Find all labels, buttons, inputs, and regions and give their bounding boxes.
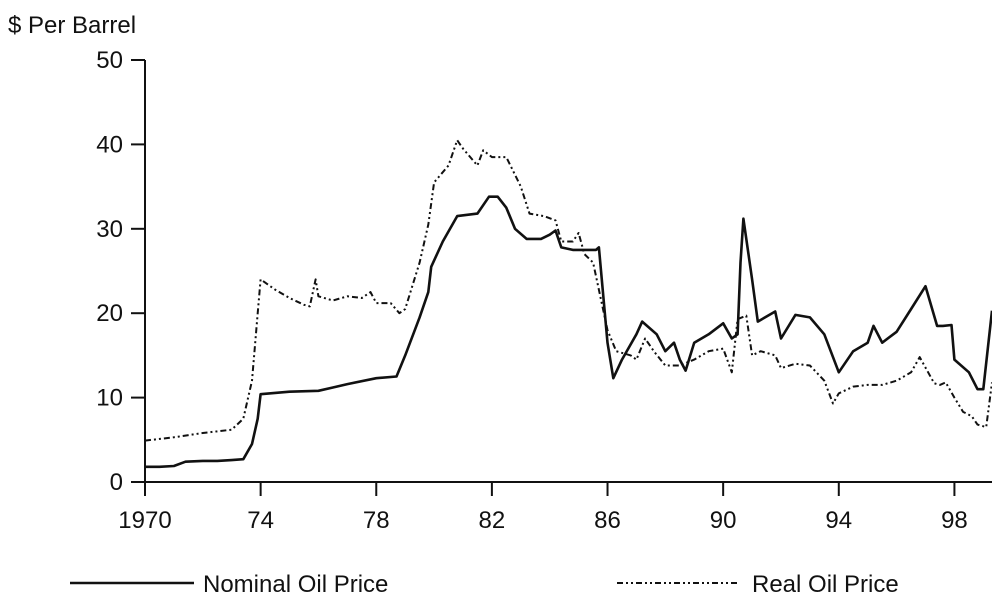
x-tick-label: 82 bbox=[479, 507, 506, 534]
x-tick-label: 94 bbox=[825, 507, 852, 534]
x-tick-label: 90 bbox=[710, 507, 737, 534]
y-tick-label: 20 bbox=[96, 300, 123, 327]
series-layer bbox=[144, 139, 992, 469]
y-tick-label: 10 bbox=[96, 385, 123, 412]
real-oil-price-line bbox=[144, 139, 992, 442]
y-axis-title: $ Per Barrel bbox=[8, 12, 136, 39]
x-axis: 1970 74 78 82 86 90 94 98 bbox=[118, 481, 992, 534]
x-tick-label: 1970 bbox=[118, 507, 171, 534]
legend: Nominal Oil Price Real Oil Price bbox=[70, 571, 899, 597]
x-tick-label: 98 bbox=[941, 507, 968, 534]
x-tick-label: 78 bbox=[363, 507, 390, 534]
y-tick-label: 40 bbox=[96, 131, 123, 158]
x-tick-label: 86 bbox=[594, 507, 621, 534]
y-tick-label: 30 bbox=[96, 216, 123, 243]
y-axis: 0 10 20 30 40 50 bbox=[96, 47, 146, 496]
legend-label-nominal: Nominal Oil Price bbox=[203, 571, 388, 597]
nominal-oil-price-line bbox=[145, 195, 992, 469]
y-tick-label: 50 bbox=[96, 47, 123, 74]
y-tick-label: 0 bbox=[110, 469, 123, 496]
legend-label-real: Real Oil Price bbox=[752, 571, 899, 597]
x-tick-label: 74 bbox=[247, 507, 274, 534]
